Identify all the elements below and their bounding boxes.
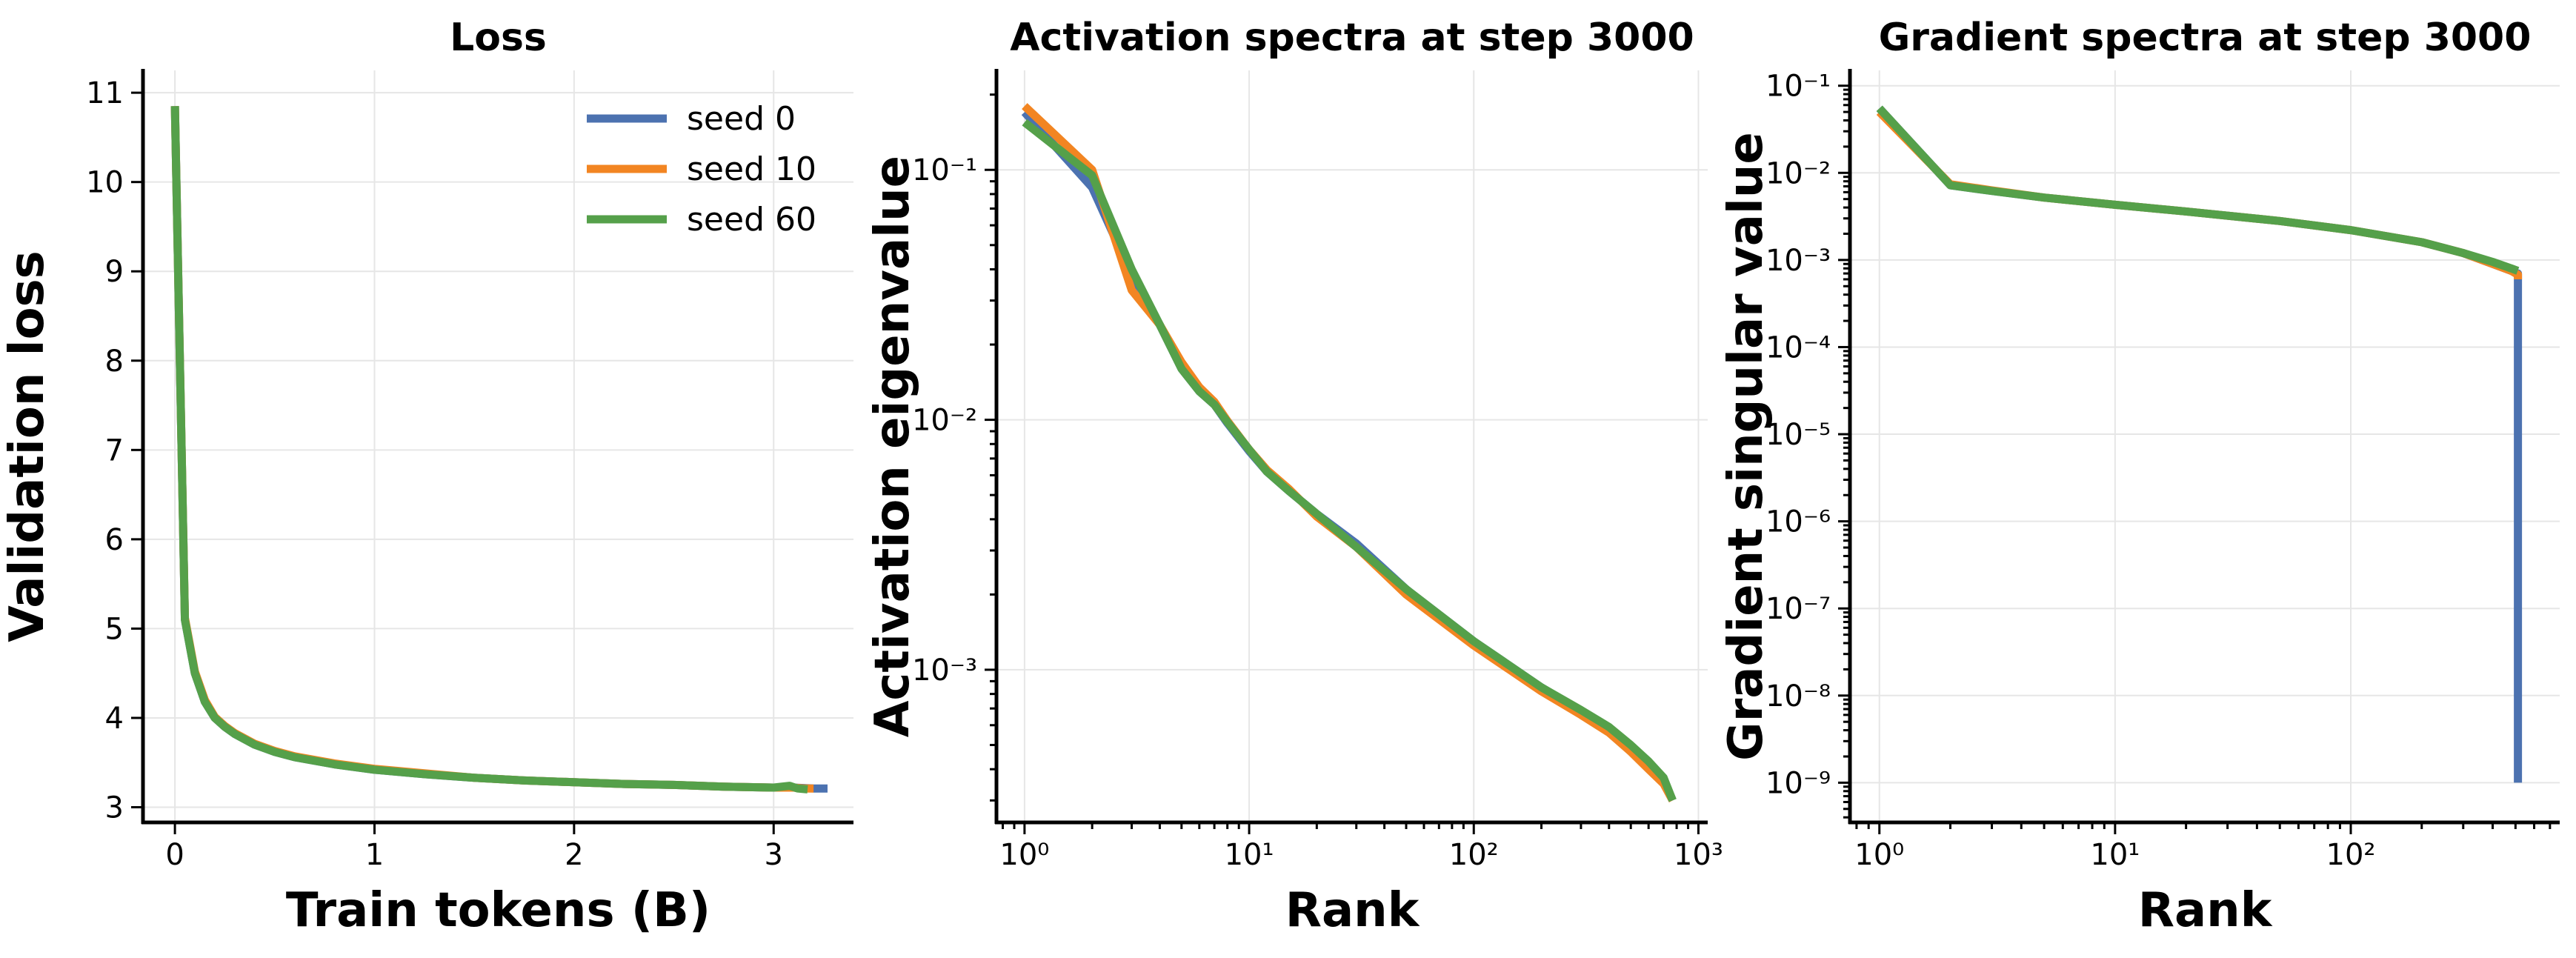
y-tick-label: 9 <box>105 255 124 289</box>
series-line-seed-10 <box>1022 103 1677 802</box>
y-tick-label: 11 <box>86 76 124 110</box>
y-tick-label: 10⁻⁸ <box>1765 679 1831 713</box>
y-tick-label: 7 <box>105 433 124 468</box>
panel-title: Activation spectra at step 3000 <box>1010 16 1694 60</box>
y-axis-label: Validation loss <box>0 250 55 642</box>
x-tick-label: 10¹ <box>1225 838 1274 872</box>
legend-label: seed 60 <box>687 201 816 239</box>
y-tick-label: 10⁻³ <box>1765 244 1831 278</box>
y-tick-label: 10⁻² <box>1765 156 1831 190</box>
x-tick-label: 10¹ <box>2090 838 2140 872</box>
y-tick-label: 10⁻¹ <box>1765 70 1831 104</box>
y-tick-label: 10⁻⁹ <box>1765 766 1831 800</box>
panel-title: Loss <box>450 16 547 60</box>
legend-label: seed 0 <box>687 100 796 138</box>
chart-panel-2: 10⁰ 10¹ 10² 10³ 10⁻³ 10⁻² 10⁻¹ Activation spect… <box>865 16 1723 938</box>
x-tick-label: 0 <box>165 838 184 872</box>
y-axis-label: Activation eigenvalue <box>865 156 920 737</box>
series-line-seed-60 <box>1876 105 2520 275</box>
y-tick-label: 10⁻⁷ <box>1765 592 1831 626</box>
x-tick-label: 10² <box>2326 838 2376 872</box>
series-line-seed-10 <box>1876 109 2523 279</box>
legend: seed 0 seed 10 seed 60 <box>587 100 816 239</box>
x-axis-label: Rank <box>1285 883 1420 938</box>
y-tick-label: 10 <box>86 166 124 200</box>
y-tick-label: 4 <box>105 702 124 736</box>
x-axis-label: Train tokens (B) <box>286 883 710 938</box>
series-line-seed-60 <box>1022 119 1677 802</box>
y-tick-label: 10⁻¹ <box>912 153 977 187</box>
x-axis-label: Rank <box>2138 883 2273 938</box>
y-tick-label: 5 <box>105 612 124 646</box>
y-axis-label: Gradient singular value <box>1719 132 1774 761</box>
x-tick-label: 10² <box>1449 838 1499 872</box>
x-tick-label: 10⁰ <box>1854 838 1904 872</box>
y-tick-label: 3 <box>105 791 124 825</box>
panel-title: Gradient spectra at step 3000 <box>1879 16 2532 60</box>
chart-panel-1: 0 1 2 3 3 4 5 6 7 8 9 10 11 Loss Train tokens (B) Valid… <box>0 16 853 938</box>
y-tick-label: 10⁻⁴ <box>1765 330 1831 365</box>
y-tick-label: 10⁻² <box>912 404 977 438</box>
chart-panel-3: 10⁰ 10¹ 10² 10⁻⁹ 10⁻⁸ 10⁻⁷ 10⁻⁶ 10⁻⁵ 10⁻⁴ 10⁻³ 10⁻… <box>1719 16 2560 938</box>
x-tick-label: 1 <box>365 838 384 872</box>
x-tick-label: 10⁰ <box>999 838 1049 872</box>
x-tick-label: 10³ <box>1674 838 1723 872</box>
y-tick-label: 10⁻³ <box>912 653 977 688</box>
legend-label: seed 10 <box>687 150 816 188</box>
x-tick-label: 3 <box>765 838 783 872</box>
series-line-seed-0 <box>1021 109 1677 802</box>
y-tick-label: 10⁻⁶ <box>1765 505 1831 539</box>
y-tick-label: 10⁻⁵ <box>1765 418 1831 452</box>
series-line-seed-60 <box>170 106 808 794</box>
y-tick-label: 8 <box>105 345 124 379</box>
x-tick-label: 2 <box>565 838 583 872</box>
y-tick-label: 6 <box>105 523 124 557</box>
